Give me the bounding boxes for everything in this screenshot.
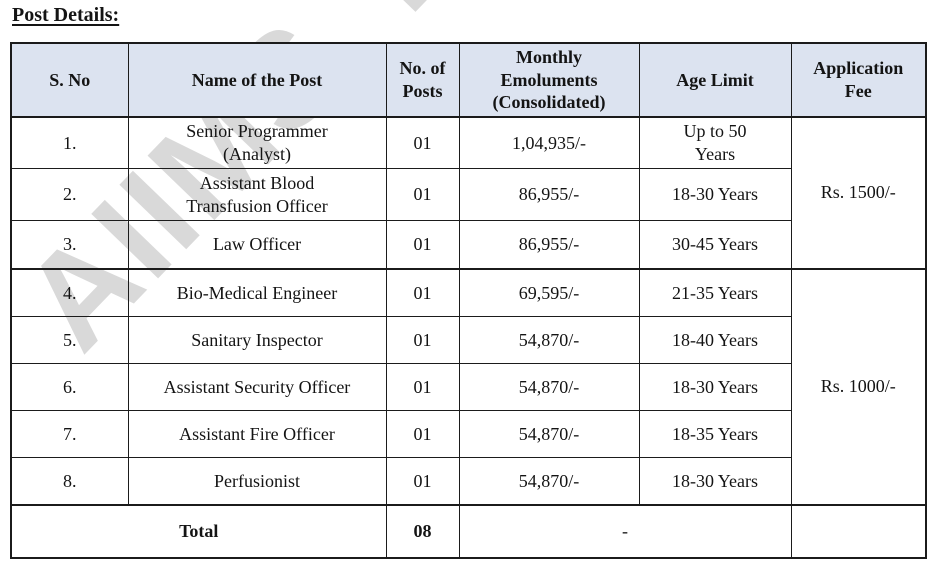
cell-post-name: Sanitary Inspector xyxy=(127,316,387,364)
table-row: 4. Bio-Medical Engineer 01 69,595/- 21-3… xyxy=(10,267,927,505)
table-row: 5. Sanitary Inspector 01 54,870/- 18-40 … xyxy=(10,316,926,364)
cell-sno: 6. xyxy=(10,363,129,411)
cell-total-fee-empty xyxy=(790,503,927,558)
cell-emoluments: 69,595/- xyxy=(458,267,640,317)
cell-post-name: Assistant Fire Officer xyxy=(127,410,387,458)
cell-sno: 8. xyxy=(10,457,129,505)
post-details-table: S. No Name of the Post No. of Posts Mont… xyxy=(10,42,927,559)
cell-post-name: Perfusionist xyxy=(127,457,387,505)
header-fee: Application Fee xyxy=(790,42,927,118)
cell-emoluments: 54,870/- xyxy=(458,363,640,411)
cell-posts: 01 xyxy=(385,220,460,269)
cell-total-label: Total xyxy=(10,503,387,558)
cell-posts: 01 xyxy=(385,116,460,169)
header-emoluments: Monthly Emoluments (Consolidated) xyxy=(458,42,640,118)
cell-age: 18-35 Years xyxy=(638,410,792,458)
table-row: 3. Law Officer 01 86,955/- 30-45 Years xyxy=(10,220,926,269)
cell-sno: 4. xyxy=(10,267,129,317)
page-title: Post Details: xyxy=(12,4,120,26)
header-age: Age Limit xyxy=(638,42,792,118)
cell-posts: 01 xyxy=(385,267,460,317)
cell-post-name: Bio-Medical Engineer xyxy=(127,267,387,317)
table-row: 1. Senior Programmer (Analyst) 01 1,04,9… xyxy=(10,116,927,269)
cell-emoluments: 54,870/- xyxy=(458,457,640,505)
cell-emoluments: 86,955/- xyxy=(458,220,640,269)
cell-post-name: Assistant Security Officer xyxy=(127,363,387,411)
cell-post-name: Assistant Blood Transfusion Officer xyxy=(127,168,387,221)
cell-age: 18-30 Years xyxy=(638,363,792,411)
cell-sno: 7. xyxy=(10,410,129,458)
header-name: Name of the Post xyxy=(127,42,387,118)
cell-posts: 01 xyxy=(385,316,460,364)
cell-sno: 2. xyxy=(10,168,129,221)
cell-post-name: Law Officer xyxy=(127,220,387,269)
table-row: 2. Assistant Blood Transfusion Officer 0… xyxy=(10,168,926,221)
cell-total-posts: 08 xyxy=(385,503,460,558)
cell-posts: 01 xyxy=(385,363,460,411)
cell-emoluments: 86,955/- xyxy=(458,168,640,221)
cell-total-dash: - xyxy=(458,503,792,558)
cell-fee-group-2: Rs. 1000/- xyxy=(790,267,927,505)
cell-sno: 1. xyxy=(10,116,129,169)
cell-emoluments: 54,870/- xyxy=(458,316,640,364)
cell-age: 18-40 Years xyxy=(638,316,792,364)
header-sno: S. No xyxy=(10,42,129,118)
cell-age: 18-30 Years xyxy=(638,457,792,505)
table-row: 7. Assistant Fire Officer 01 54,870/- 18… xyxy=(10,410,926,458)
header-posts: No. of Posts xyxy=(385,42,460,118)
cell-post-name: Senior Programmer (Analyst) xyxy=(127,116,387,169)
cell-emoluments: 1,04,935/- xyxy=(458,116,640,169)
table-row: 6. Assistant Security Officer 01 54,870/… xyxy=(10,363,926,411)
cell-age: 21-35 Years xyxy=(638,267,792,317)
cell-posts: 01 xyxy=(385,457,460,505)
cell-posts: 01 xyxy=(385,168,460,221)
cell-emoluments: 54,870/- xyxy=(458,410,640,458)
table-header-row: S. No Name of the Post No. of Posts Mont… xyxy=(10,42,927,118)
table-total-row: Total 08 - xyxy=(10,503,927,558)
cell-posts: 01 xyxy=(385,410,460,458)
cell-age: 30-45 Years xyxy=(638,220,792,269)
table-row: 8. Perfusionist 01 54,870/- 18-30 Years xyxy=(10,457,926,505)
cell-sno: 5. xyxy=(10,316,129,364)
cell-sno: 3. xyxy=(10,220,129,269)
cell-age: Up to 50 Years xyxy=(638,116,792,169)
cell-fee-group-1: Rs. 1500/- xyxy=(790,116,927,269)
cell-age: 18-30 Years xyxy=(638,168,792,221)
